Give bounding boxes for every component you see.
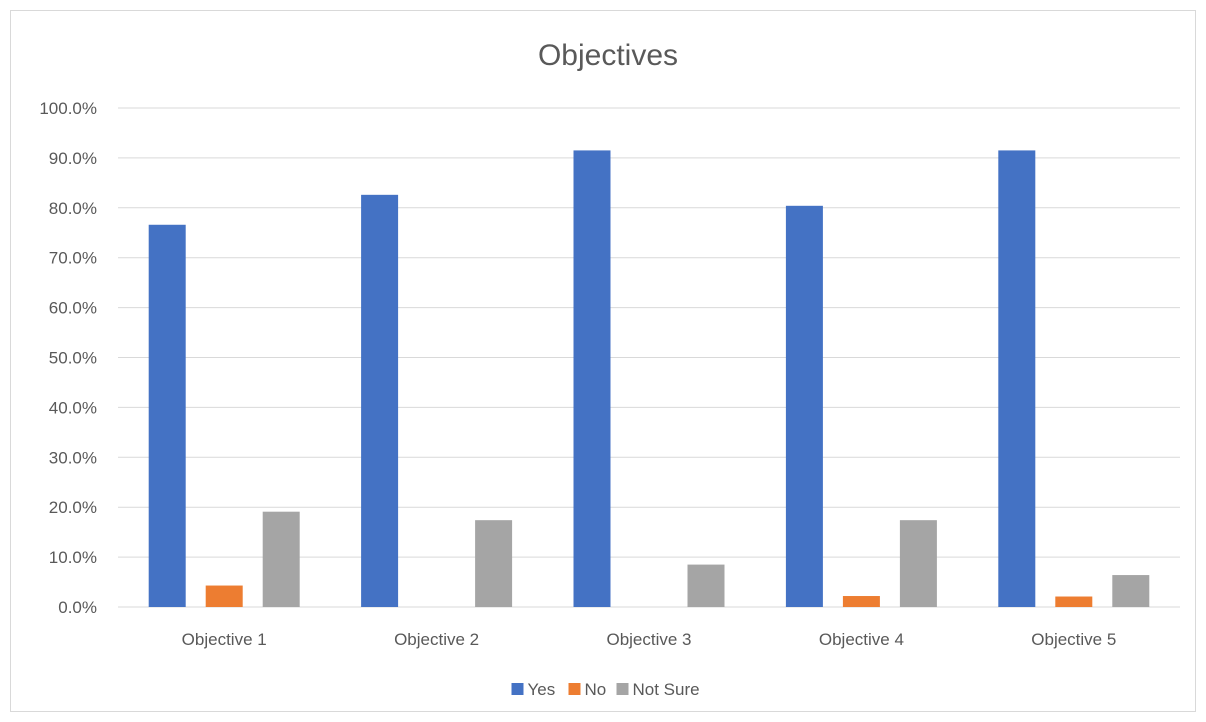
y-tick-label: 20.0% [49,498,97,517]
bar-no [1055,596,1093,607]
legend-swatch [568,683,581,695]
legend-label: Yes [528,680,556,699]
y-tick-label: 80.0% [49,199,97,218]
legend-swatch [616,683,629,695]
bar-yes [573,150,611,608]
bar-yes [361,194,399,608]
x-tick-label: Objective 1 [182,630,267,649]
bar-no [205,585,243,607]
x-tick-label: Objective 2 [394,630,479,649]
y-tick-label: 70.0% [49,249,97,268]
y-tick-label: 60.0% [49,299,97,318]
bar-yes [998,150,1036,608]
bar-not-sure [262,511,300,607]
legend-label: Not Sure [633,680,700,699]
legend-label: No [585,680,607,699]
bar-not-sure [475,520,513,607]
bar-no [842,596,880,607]
x-tick-label: Objective 3 [606,630,691,649]
bar-not-sure [1112,575,1150,607]
y-tick-label: 50.0% [49,349,97,368]
bar-not-sure [899,520,937,607]
legend: Yes No Not Sure [511,680,700,699]
y-tick-label: 40.0% [49,398,97,417]
chart-title: Objectives [538,39,678,72]
legend-swatch [511,683,524,695]
x-axis: Objective 1 Objective 2 Objective 3 Objecti… [182,630,1117,649]
bar-yes [148,224,186,608]
y-tick-label: 90.0% [49,149,97,168]
bars [148,150,1150,608]
x-tick-label: Objective 5 [1031,630,1116,649]
y-tick-label: 10.0% [49,548,97,567]
y-tick-label: 0.0% [58,598,97,617]
bar-not-sure [687,564,725,607]
y-tick-label: 30.0% [49,448,97,467]
bar-yes [785,205,823,607]
y-axis: 0.0% 10.0% 20.0% 30.0% 40.0% 50.0% 60.0% 70.0% 8… [39,99,97,617]
y-tick-label: 100.0% [39,99,97,118]
x-tick-label: Objective 4 [819,630,904,649]
